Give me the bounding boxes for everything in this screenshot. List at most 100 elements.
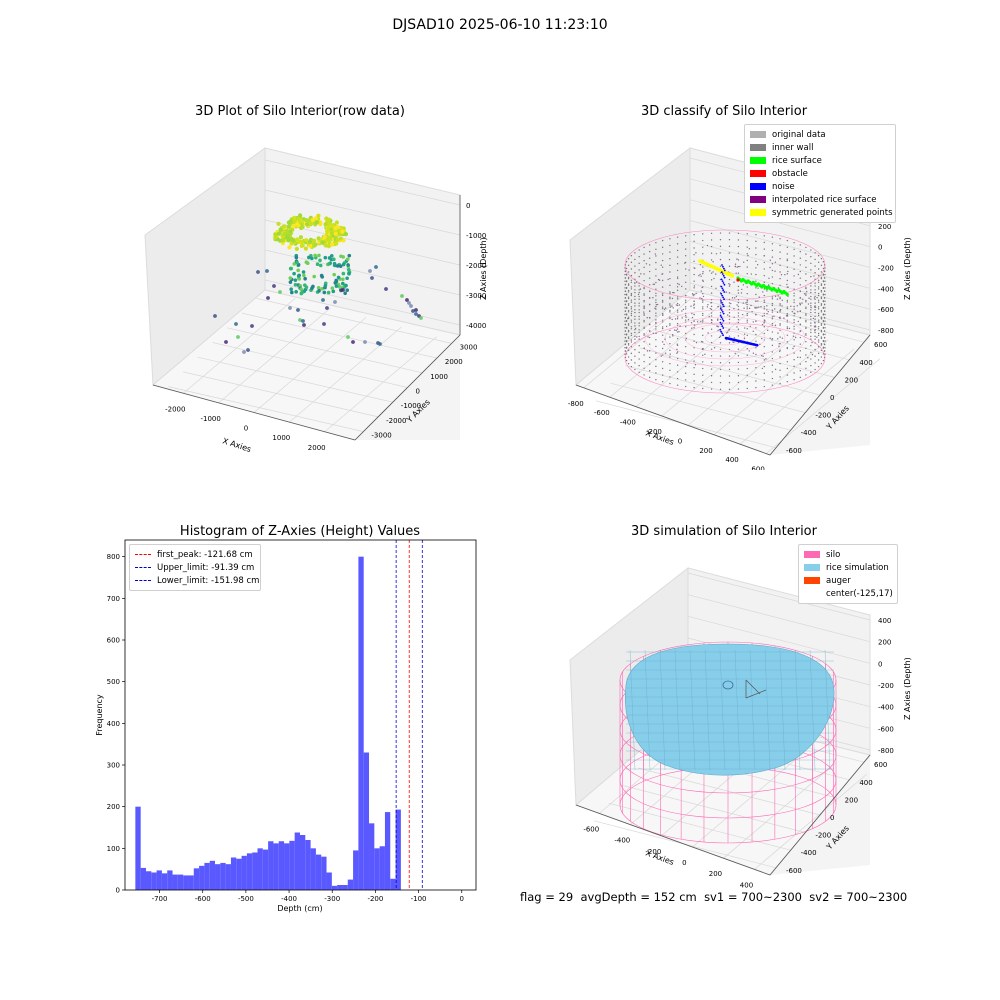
inner-wall-point xyxy=(805,327,807,330)
inner-wall-point xyxy=(655,261,657,264)
inner-wall-point xyxy=(824,333,826,336)
raw-point xyxy=(414,308,418,312)
inner-wall-point xyxy=(684,385,687,388)
noise-point xyxy=(722,305,725,308)
inner-wall-point xyxy=(719,362,722,364)
inner-wall-point xyxy=(728,355,731,357)
inner-wall-point xyxy=(824,327,826,329)
raw-point xyxy=(307,255,311,260)
inner-wall-point xyxy=(693,273,695,276)
inner-wall-point xyxy=(799,330,802,333)
inner-wall-point xyxy=(625,294,628,296)
noise-point xyxy=(722,274,725,277)
inner-wall-point xyxy=(669,382,671,385)
inner-wall-point xyxy=(661,327,664,330)
inner-wall-point xyxy=(755,260,757,262)
original-data-point xyxy=(676,352,678,354)
inner-wall-point xyxy=(771,236,774,238)
inner-wall-point xyxy=(648,257,651,259)
raw-point xyxy=(335,237,340,243)
inner-wall-point xyxy=(814,338,816,340)
inner-wall-point xyxy=(676,384,679,386)
inner-wall-point xyxy=(625,320,628,323)
raw-point xyxy=(333,300,337,304)
footer-sv2: sv2 = 700~2300 xyxy=(809,890,908,904)
original-data-point xyxy=(656,303,659,306)
original-data-point xyxy=(748,350,750,352)
inner-wall-point xyxy=(805,279,807,282)
inner-wall-point xyxy=(737,318,740,321)
x-tick-label: -500 xyxy=(238,895,254,903)
raw-point xyxy=(341,277,345,282)
original-data-point xyxy=(778,316,781,319)
histogram-bar xyxy=(273,843,279,890)
noise-point xyxy=(720,278,723,281)
inner-wall-point xyxy=(771,364,774,366)
original-data-point xyxy=(672,307,674,309)
inner-wall-point xyxy=(810,329,812,331)
x-tick-label: 0 xyxy=(682,859,686,867)
original-data-point xyxy=(685,337,688,339)
panel2-inner-wall-cylinder xyxy=(624,229,826,394)
original-data-point xyxy=(733,316,735,318)
inner-wall-point xyxy=(755,273,757,276)
original-data-point xyxy=(685,294,687,297)
inner-wall-point xyxy=(627,271,630,273)
inner-wall-point xyxy=(643,266,645,269)
inner-wall-point xyxy=(779,297,781,300)
inner-wall-point xyxy=(786,374,789,376)
inner-wall-point xyxy=(630,268,633,270)
inner-wall-point xyxy=(805,347,807,350)
inner-wall-point xyxy=(693,240,695,243)
y-tick-label: -400 xyxy=(801,849,817,857)
inner-wall-point xyxy=(820,303,823,305)
original-data-point xyxy=(769,259,772,261)
inner-wall-point xyxy=(817,328,820,330)
inner-wall-point xyxy=(627,343,630,345)
inner-wall-point xyxy=(799,257,802,259)
inner-wall-point xyxy=(817,288,820,290)
inner-wall-point xyxy=(702,334,704,337)
inner-wall-point xyxy=(693,360,695,362)
inner-wall-point xyxy=(634,309,636,311)
inner-wall-point xyxy=(661,326,664,328)
inner-wall-point xyxy=(805,301,807,303)
histogram-bar xyxy=(193,868,200,890)
inner-wall-point xyxy=(793,248,795,251)
raw-point xyxy=(343,291,347,296)
y-tick-label: 400 xyxy=(859,359,872,367)
histogram-bar xyxy=(305,840,311,890)
inner-wall-point xyxy=(719,265,722,267)
floor-ring xyxy=(664,316,786,360)
inner-wall-point xyxy=(661,286,664,288)
rice-mesh-line xyxy=(764,649,771,771)
inner-wall-point xyxy=(638,345,640,347)
inner-wall-point xyxy=(799,310,802,313)
inner-wall-point xyxy=(627,264,630,267)
inner-wall-point xyxy=(693,333,695,336)
raw-point xyxy=(330,286,335,290)
inner-wall-point xyxy=(817,279,820,281)
inner-wall-point xyxy=(814,315,816,318)
original-data-point xyxy=(671,297,674,300)
inner-wall-point xyxy=(728,302,731,304)
inner-wall-point xyxy=(710,279,713,281)
inner-wall-point xyxy=(627,283,630,285)
raw-point xyxy=(317,253,321,258)
inner-wall-point xyxy=(719,245,722,248)
z-tick-label: 0 xyxy=(878,244,882,252)
raw-point xyxy=(302,323,306,327)
inner-wall-point xyxy=(799,264,802,266)
original-data-point xyxy=(688,269,690,271)
inner-wall-point xyxy=(648,284,651,286)
rice-mesh-line xyxy=(704,649,711,771)
inner-wall-point xyxy=(630,341,633,343)
raw-point xyxy=(323,283,328,288)
inner-wall-point xyxy=(817,346,820,348)
inner-wall-point xyxy=(661,307,664,310)
inner-wall-point xyxy=(624,333,626,336)
inner-wall-point xyxy=(719,258,722,261)
inner-wall-point xyxy=(710,272,713,274)
inner-wall-point xyxy=(805,321,807,323)
inner-wall-point xyxy=(820,336,823,338)
